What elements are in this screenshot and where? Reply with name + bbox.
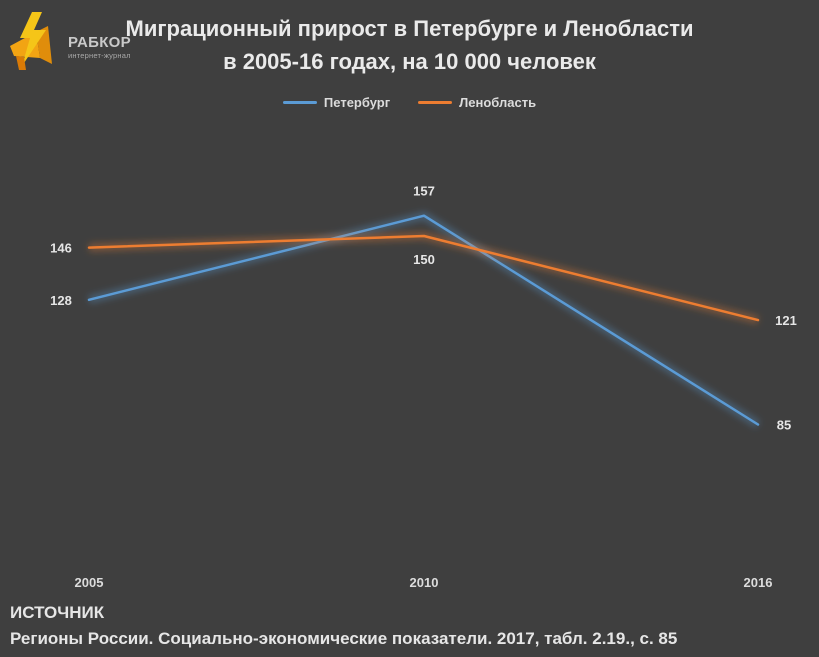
source-text: Регионы России. Социально-экономические …	[10, 629, 678, 648]
chart-legend: Петербург Ленобласть	[0, 95, 819, 110]
series-line-0	[87, 214, 760, 426]
legend-label-series-1: Ленобласть	[459, 95, 537, 110]
x-tick-label-1: 2010	[410, 575, 439, 590]
data-label-series-1-point-2: 121	[775, 313, 797, 328]
source-heading: ИСТОЧНИК	[10, 603, 105, 622]
logo-subtitle: интернет-журнал	[68, 51, 131, 60]
data-label-series-1-point-0: 146	[50, 241, 72, 256]
lightning-megaphone-icon	[10, 12, 52, 70]
legend-item-series-0: Петербург	[282, 95, 391, 110]
data-label-series-0-point-2: 85	[777, 418, 791, 433]
logo: РАБКОР интернет-журнал	[6, 8, 136, 72]
data-label-series-0-point-1: 157	[413, 184, 435, 199]
legend-swatch-series-1	[418, 101, 453, 104]
chart-title-line-1: Миграционный прирост в Петербурге и Лено…	[125, 16, 694, 41]
data-label-series-0-point-0: 128	[50, 293, 72, 308]
chart-title-line-2: в 2005-16 годах, на 10 000 человек	[223, 49, 596, 74]
legend-swatch-series-0	[282, 101, 317, 104]
data-label-series-1-point-1: 150	[413, 252, 435, 267]
legend-label-series-0: Петербург	[323, 95, 391, 110]
series-line-1	[87, 234, 760, 322]
legend-item-series-1: Ленобласть	[418, 95, 536, 110]
x-tick-label-0: 2005	[75, 575, 104, 590]
logo-brand: РАБКОР	[68, 34, 131, 51]
x-tick-label-2: 2016	[744, 575, 773, 590]
